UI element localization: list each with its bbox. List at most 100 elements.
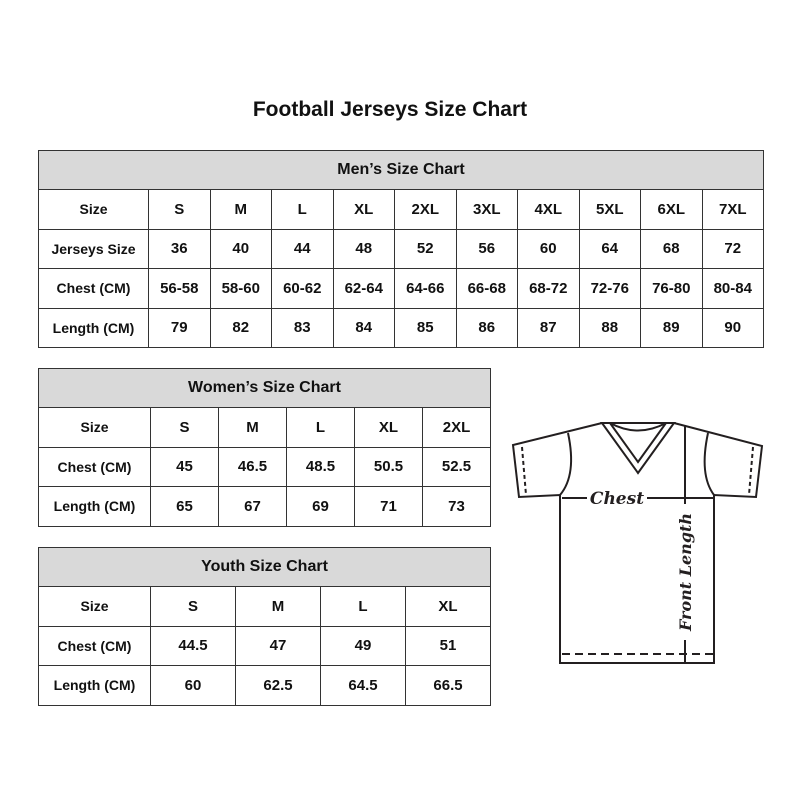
table-cell: 2XL [422, 407, 491, 448]
table-cell: 48 [332, 228, 395, 269]
table-cell: 65 [150, 486, 219, 527]
collar [600, 422, 676, 475]
table-cell: 6XL [640, 189, 703, 230]
table-cell: S [150, 586, 236, 627]
chest-label: Chest [590, 489, 644, 509]
table-cell: L [320, 586, 406, 627]
table-row: Length (CM) 65 67 69 71 73 [38, 486, 491, 527]
table-cell: XL [354, 407, 423, 448]
table-cell: 47 [235, 625, 321, 666]
womens-size-table: Women’s Size Chart Size S M L XL 2XL Chest (CM)… [38, 368, 491, 527]
row-label: Size [38, 189, 149, 230]
row-label: Size [38, 586, 151, 627]
table-cell: 62-64 [332, 268, 395, 309]
table-cell: 83 [271, 307, 334, 348]
row-label: Chest (CM) [38, 268, 149, 309]
table-cell: 84 [332, 307, 395, 348]
table-cell: 82 [209, 307, 272, 348]
table-cell: 48.5 [286, 446, 355, 487]
table-cell: 49 [320, 625, 406, 666]
table-cell: 52 [394, 228, 457, 269]
table-cell: 76-80 [640, 268, 703, 309]
table-row: Size S M L XL 2XL [38, 407, 491, 448]
youth-table-heading: Youth Size Chart [38, 547, 491, 587]
front-length-label: Front Length [676, 513, 695, 632]
table-cell: 86 [455, 307, 518, 348]
table-cell: 69 [286, 486, 355, 527]
table-cell: 85 [394, 307, 457, 348]
table-cell: 40 [209, 228, 272, 269]
table-cell: 66.5 [405, 665, 491, 706]
table-cell: 68-72 [517, 268, 580, 309]
table-cell: 60 [517, 228, 580, 269]
sleeve-hem-right [748, 446, 754, 496]
table-cell: 50.5 [354, 446, 423, 487]
page-title: Football Jerseys Size Chart [252, 98, 528, 121]
table-cell: S [148, 189, 211, 230]
table-cell: 5XL [578, 189, 641, 230]
table-cell: 72-76 [578, 268, 641, 309]
table-row: Size S M L XL 2XL 3XL 4XL 5XL 6XL 7XL [38, 189, 764, 230]
table-cell: 64-66 [394, 268, 457, 309]
left-armhole [559, 432, 573, 496]
table-cell: 90 [701, 307, 764, 348]
table-cell: 72 [701, 228, 764, 269]
table-cell: 51 [405, 625, 491, 666]
table-cell: 58-60 [209, 268, 272, 309]
table-cell: L [271, 189, 334, 230]
women-table-heading: Women’s Size Chart [38, 368, 491, 408]
sleeve-hem-left [521, 446, 527, 496]
table-cell: 46.5 [218, 446, 287, 487]
table-cell: 44.5 [150, 625, 236, 666]
table-cell: 79 [148, 307, 211, 348]
table-cell: 4XL [517, 189, 580, 230]
table-cell: 60-62 [271, 268, 334, 309]
row-label: Jerseys Size [38, 228, 149, 269]
table-cell: 56 [455, 228, 518, 269]
table-cell: XL [405, 586, 491, 627]
table-cell: 87 [517, 307, 580, 348]
table-cell: 36 [148, 228, 211, 269]
table-cell: 44 [271, 228, 334, 269]
jersey-diagram: Chest Front Length [511, 422, 764, 664]
table-row: Jerseys Size 36 40 44 48 52 56 60 64 68 72 [38, 228, 764, 269]
table-cell: 66-68 [455, 268, 518, 309]
table-cell: 52.5 [422, 446, 491, 487]
table-cell: 45 [150, 446, 219, 487]
row-label: Chest (CM) [38, 625, 151, 666]
table-cell: 88 [578, 307, 641, 348]
table-cell: 2XL [394, 189, 457, 230]
table-cell: XL [332, 189, 395, 230]
table-cell: 64.5 [320, 665, 406, 706]
table-cell: 64 [578, 228, 641, 269]
right-armhole [703, 432, 715, 496]
table-cell: 73 [422, 486, 491, 527]
table-cell: M [218, 407, 287, 448]
table-cell: 80-84 [701, 268, 764, 309]
table-cell: 67 [218, 486, 287, 527]
table-row: Chest (CM) 44.5 47 49 51 [38, 625, 491, 666]
table-row: Length (CM) 60 62.5 64.5 66.5 [38, 665, 491, 706]
row-label: Length (CM) [38, 665, 151, 706]
table-cell: S [150, 407, 219, 448]
row-label: Size [38, 407, 151, 448]
table-cell: 71 [354, 486, 423, 527]
table-cell: 89 [640, 307, 703, 348]
row-label: Chest (CM) [38, 446, 151, 487]
table-row: Size S M L XL [38, 586, 491, 627]
table-cell: 68 [640, 228, 703, 269]
collar-inner [609, 422, 667, 464]
table-cell: M [209, 189, 272, 230]
table-cell: 56-58 [148, 268, 211, 309]
table-cell: 60 [150, 665, 236, 706]
men-table-heading: Men’s Size Chart [38, 150, 764, 190]
table-cell: 62.5 [235, 665, 321, 706]
youth-size-table: Youth Size Chart Size S M L XL Chest (CM) 44.5 4… [38, 547, 491, 706]
table-cell: 3XL [455, 189, 518, 230]
mens-size-table: Men’s Size Chart Size S M L XL 2XL 3XL 4XL 5XL 6XL… [38, 150, 764, 348]
table-row: Length (CM) 79 82 83 84 85 86 87 88 89 90 [38, 307, 764, 348]
jersey-outline [511, 422, 764, 664]
row-label: Length (CM) [38, 307, 149, 348]
row-label: Length (CM) [38, 486, 151, 527]
table-cell: 7XL [701, 189, 764, 230]
